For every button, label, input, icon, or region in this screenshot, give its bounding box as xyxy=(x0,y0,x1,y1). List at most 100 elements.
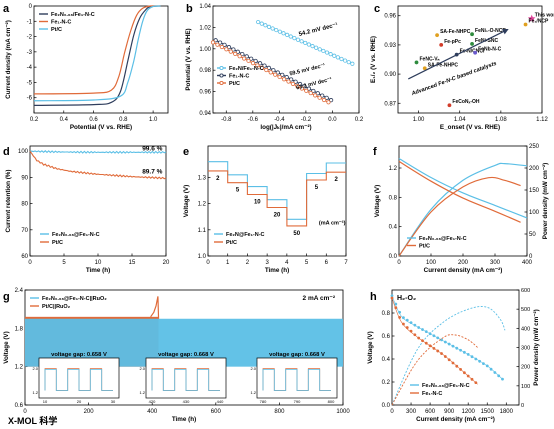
series-point xyxy=(326,100,331,105)
y-axis-label: Voltage (V) xyxy=(374,185,381,217)
y-tick-label: 0.4 xyxy=(382,357,391,363)
y-tick-label: 70 xyxy=(21,228,28,234)
y2-tick-label: 100 xyxy=(529,210,540,216)
series-point xyxy=(315,91,320,96)
y2-tick-label: 250 xyxy=(529,144,540,150)
point-label: FeNb-N-C xyxy=(478,47,501,53)
scatter-star xyxy=(527,14,536,22)
series-point xyxy=(280,72,285,77)
series-point xyxy=(210,40,216,45)
x-tick-label: 0.8 xyxy=(119,117,128,123)
series-point xyxy=(295,84,300,89)
y2-tick-label: 100 xyxy=(521,384,530,390)
voltage-point xyxy=(413,333,417,337)
x-tick-label: 300 xyxy=(490,260,501,266)
y2-tick-label: 200 xyxy=(529,166,540,172)
voltage-point xyxy=(501,377,504,381)
voltage-point xyxy=(424,341,428,345)
inset-trace xyxy=(151,368,220,391)
series-point xyxy=(324,95,329,100)
x-tick-label: 15 xyxy=(129,260,136,266)
power-curve xyxy=(398,176,521,257)
inset-x-tick: 780 xyxy=(260,399,267,404)
voltage-point xyxy=(398,310,402,314)
voltage-point xyxy=(398,315,402,319)
x-tick-label: 1000 xyxy=(336,409,350,415)
step-label: 2 xyxy=(216,176,220,182)
slope-annotation: 59.5 mV dec⁻¹ xyxy=(289,62,326,78)
inset-y-tick: 1.2 xyxy=(139,390,145,395)
legend-label: Fe₂N₀.₆₈/Fe₁-N-C xyxy=(51,12,95,18)
x-tick-label: 400 xyxy=(522,260,533,266)
voltage-point xyxy=(436,349,440,353)
x-tick-label: 1.04 xyxy=(454,117,466,123)
inset-trace xyxy=(262,368,331,391)
x-tick-label: 1800 xyxy=(500,409,514,415)
y-tick-label: 60 xyxy=(21,254,28,260)
voltage-curve xyxy=(391,295,504,380)
voltage-point xyxy=(466,374,470,378)
inset-y-tick: 2.0 xyxy=(32,366,38,371)
x-tick-label: 1200 xyxy=(462,409,476,415)
x-tick-label: 800 xyxy=(274,409,285,415)
step-label: 2 xyxy=(334,177,338,183)
voltage-curve xyxy=(391,297,478,385)
legend-label: Fe₂N₀.₆₈@Fe₁-N-C xyxy=(422,383,470,389)
series-point xyxy=(257,61,263,66)
series-point xyxy=(303,40,308,46)
series-point xyxy=(281,77,287,82)
y-tick-label: 80 xyxy=(21,202,28,208)
series-point xyxy=(235,49,240,54)
step-label: 10 xyxy=(254,199,261,205)
x-tick-label: 0 xyxy=(28,260,32,266)
y-tick-label: 1.2 xyxy=(198,202,207,208)
x-tick-label: 0.2 xyxy=(30,117,39,123)
plot-frame xyxy=(33,5,169,114)
y-tick-label: 0.0 xyxy=(382,403,391,409)
series-point xyxy=(255,63,260,68)
series-point xyxy=(350,61,355,66)
series-point xyxy=(213,38,218,43)
y-tick-label: 0.2 xyxy=(382,380,391,386)
legend-label: Fe₂N@Fe₁-N-C xyxy=(226,232,265,238)
voltage-point xyxy=(440,338,443,342)
condition-label: 2 mA cm⁻² xyxy=(303,295,336,302)
x-axis-label: E_onset (V vs. RHE) xyxy=(440,124,500,131)
series-point xyxy=(271,68,276,73)
voltage-point xyxy=(485,364,489,368)
y2-tick-label: 150 xyxy=(529,188,540,194)
inset-x-tick: 30 xyxy=(111,399,116,404)
x-tick-label: 0 xyxy=(390,409,394,415)
voltage-point xyxy=(432,346,436,350)
series-point xyxy=(266,24,272,29)
series-point xyxy=(240,51,245,57)
y-tick-label: 0.93 xyxy=(384,43,396,49)
series-point xyxy=(285,32,290,37)
voltage-point xyxy=(455,364,459,368)
series-point xyxy=(250,61,256,66)
y-axis-label: E₁/₂ (V vs. RHE) xyxy=(370,36,377,83)
series-point xyxy=(222,42,227,47)
inset-x-tick: 790 xyxy=(294,399,301,404)
series-point xyxy=(304,88,309,93)
series-point xyxy=(306,86,312,91)
y-tick-label: 0.8 xyxy=(389,195,398,201)
series-line xyxy=(33,5,161,102)
legend-label: Pt/C xyxy=(51,27,62,33)
y-axis-label: Voltage (V) xyxy=(183,185,190,217)
legend-label: Pt/C xyxy=(229,81,240,87)
legend-label: Pt/C xyxy=(226,240,237,246)
series-point xyxy=(329,98,334,103)
y2-tick-label: 0 xyxy=(529,254,533,260)
step-label: 20 xyxy=(274,213,281,219)
y-tick-label: 0.6 xyxy=(382,334,391,340)
series-line xyxy=(33,5,161,106)
voltage-point xyxy=(462,350,466,354)
voltage-point xyxy=(443,340,447,344)
legend-marker xyxy=(219,65,224,71)
x-tick-label: -0.2 xyxy=(301,117,312,123)
voltage-point xyxy=(451,344,455,348)
x-tick-label: 5 xyxy=(305,260,309,266)
voltage-point xyxy=(394,306,398,310)
panel-a: a 0.2 0.4 0.6 0.8 1.0 0 -1 -2 -3 -4 -5 -6 Potential (… xyxy=(3,3,169,131)
